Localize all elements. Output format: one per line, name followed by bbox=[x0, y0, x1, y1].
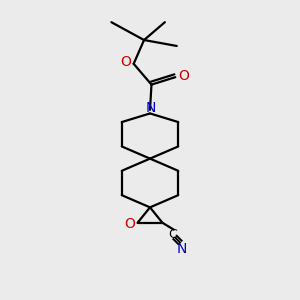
Text: C: C bbox=[168, 228, 177, 241]
Text: O: O bbox=[120, 55, 131, 69]
Text: N: N bbox=[177, 242, 187, 256]
Text: O: O bbox=[124, 217, 135, 231]
Text: N: N bbox=[146, 101, 156, 116]
Text: O: O bbox=[178, 69, 189, 83]
